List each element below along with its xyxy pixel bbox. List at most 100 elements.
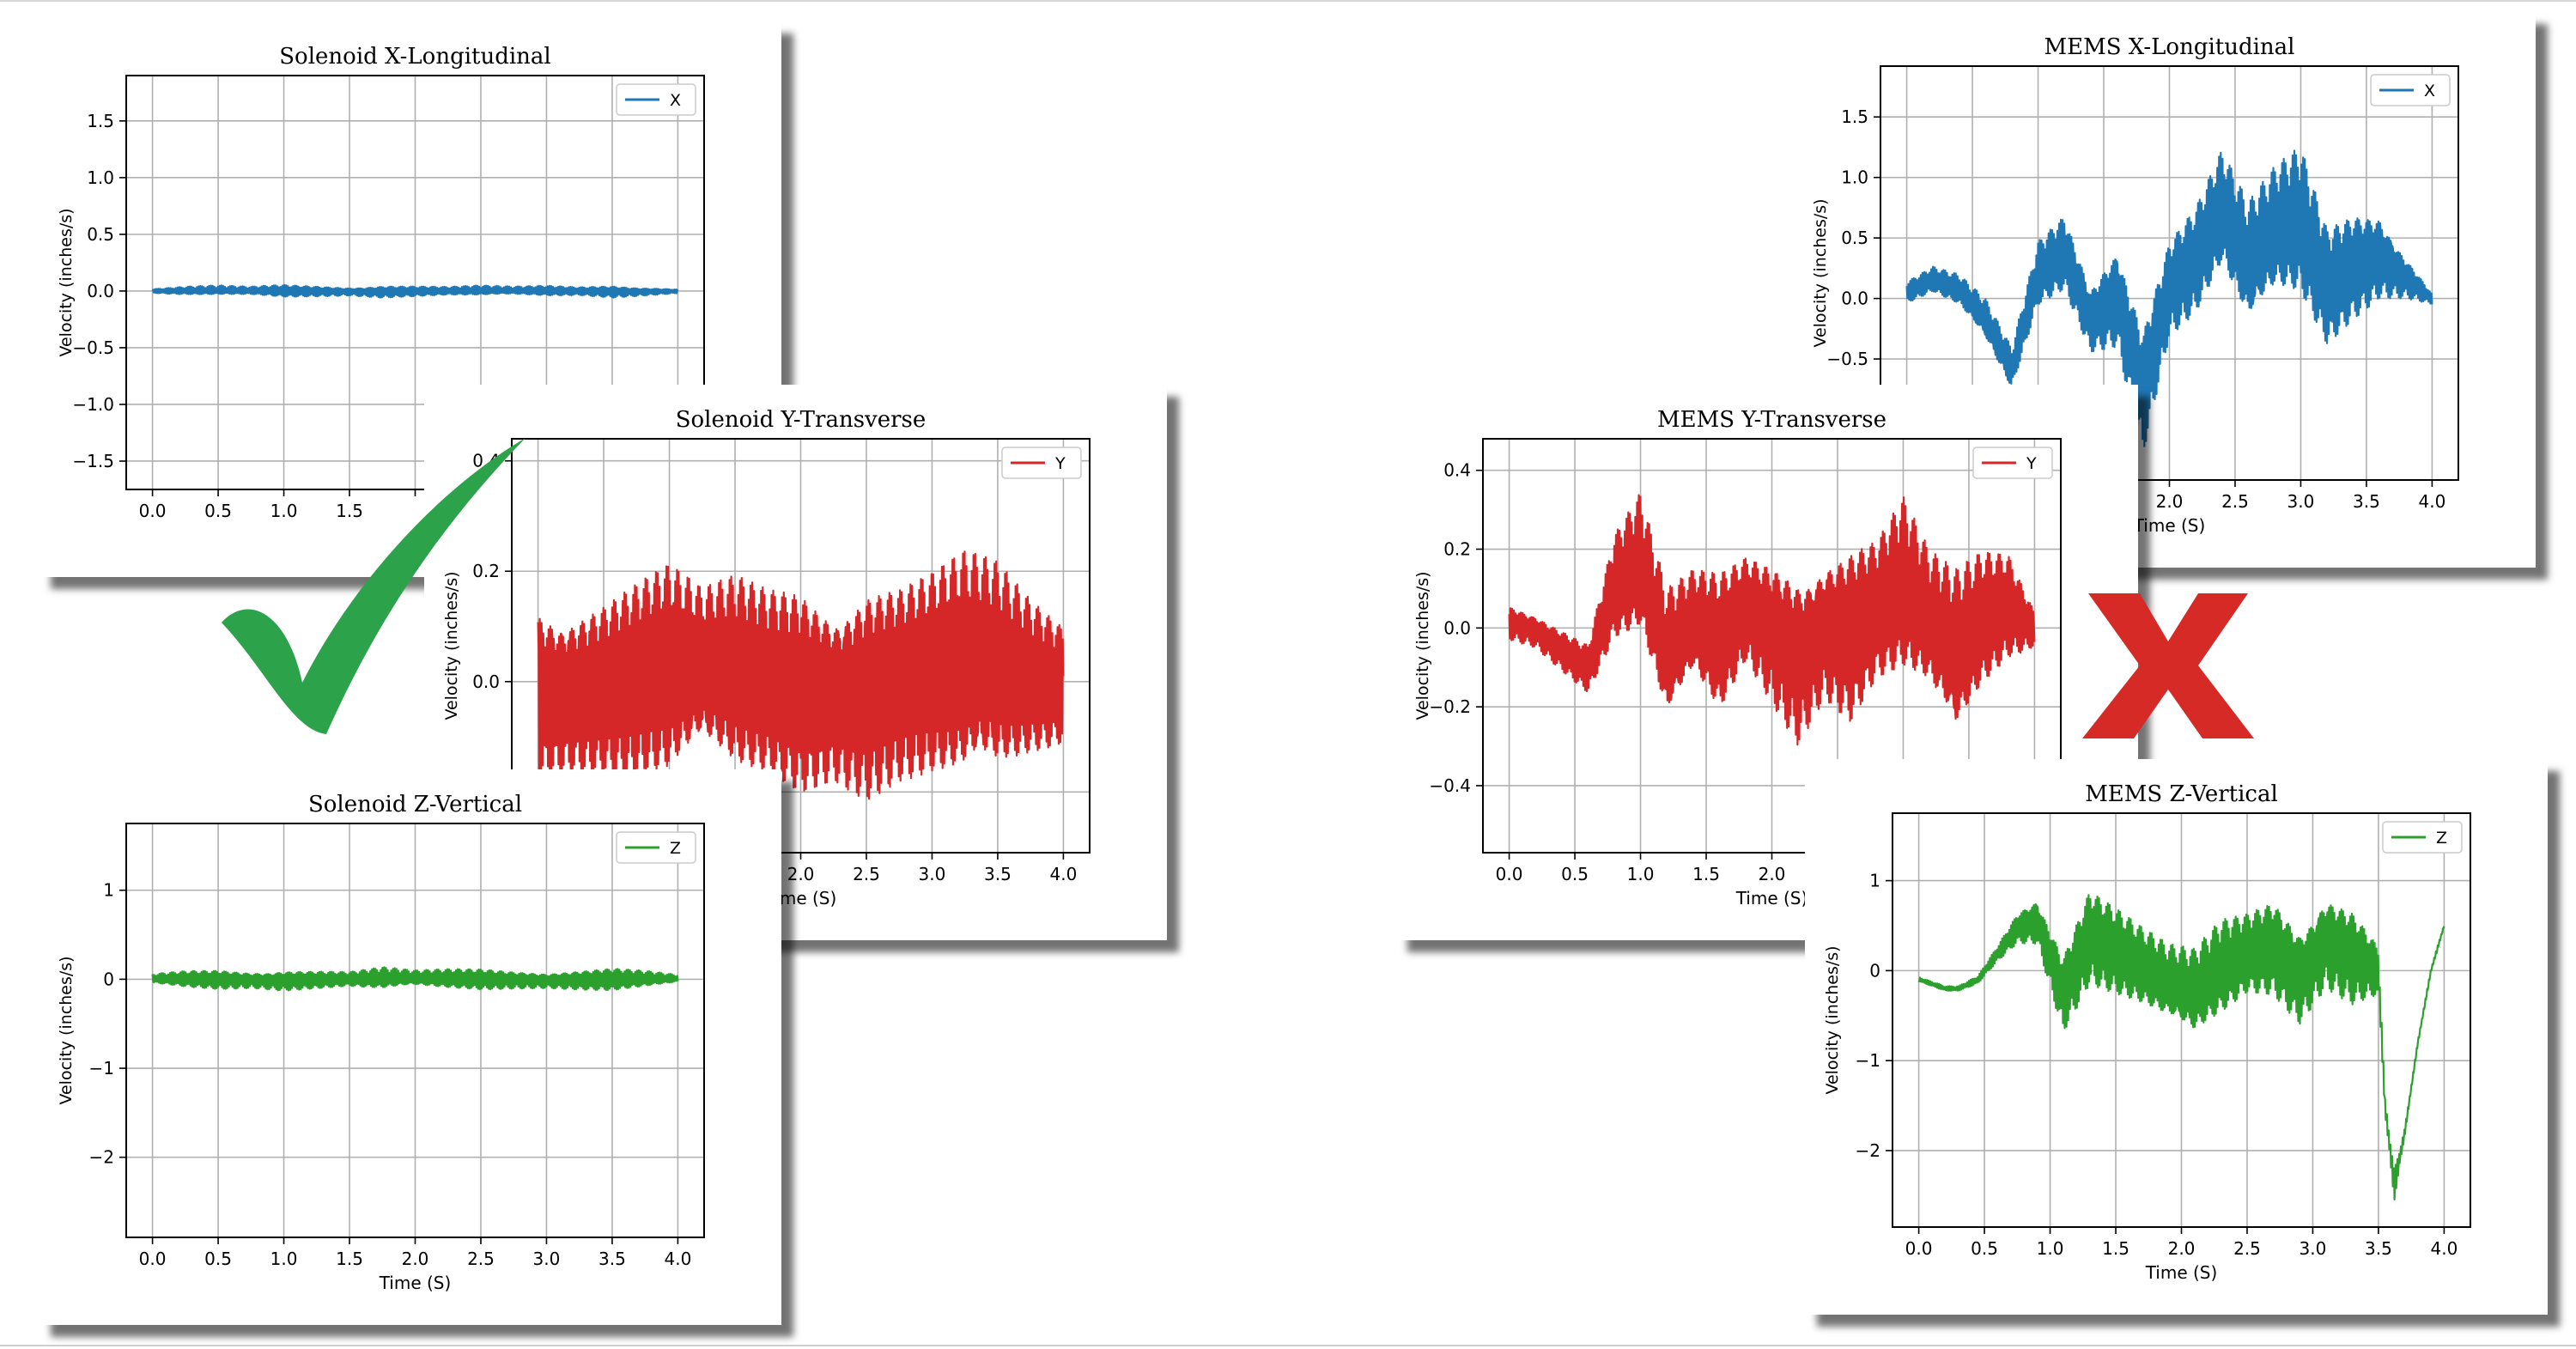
x-tick-label: 2.5: [853, 864, 880, 884]
x-tick-label: 3.0: [919, 864, 946, 884]
y-axis-label: Velocity (inches/s): [442, 571, 461, 720]
bottom-border: [0, 1345, 2576, 1346]
legend: Z: [616, 831, 696, 864]
y-axis-label: Velocity (inches/s): [1413, 571, 1432, 720]
x-axis-label: Time (S): [2133, 515, 2206, 536]
y-axis-label: Velocity (inches/s): [57, 956, 76, 1104]
chart-title: MEMS X-Longitudinal: [2044, 34, 2294, 60]
y-tick-label: 0: [103, 969, 114, 989]
y-tick-label: −1.0: [72, 394, 114, 415]
x-tick-label: 1.0: [270, 501, 298, 521]
y-tick-label: −0.4: [1429, 775, 1471, 796]
x-tick-label: 0.0: [1905, 1238, 1933, 1259]
y-tick-label: 0.5: [87, 224, 114, 245]
y-tick-label: 0.0: [87, 281, 114, 301]
y-tick-label: 0: [1869, 960, 1880, 981]
chart-title: Solenoid Z-Vertical: [308, 792, 522, 817]
x-tick-label: 2.0: [2168, 1238, 2196, 1259]
check-mark-icon: [222, 438, 526, 734]
y-tick-label: 0.0: [472, 671, 500, 692]
legend: Y: [1001, 447, 1082, 479]
legend: X: [616, 83, 696, 116]
top-border: [0, 0, 2576, 2]
chart-title: Solenoid X-Longitudinal: [279, 44, 551, 70]
y-tick-label: 0.0: [1841, 289, 1868, 309]
x-tick-label: 0.0: [139, 501, 167, 521]
x-tick-label: 1.5: [2102, 1238, 2129, 1259]
y-tick-label: 0.2: [472, 561, 500, 581]
x-tick-label: 1.0: [2037, 1238, 2064, 1259]
x-tick-label: 0.5: [204, 501, 232, 521]
legend-label: X: [670, 91, 681, 110]
x-tick-label: 2.5: [467, 1249, 495, 1269]
x-tick-label: 3.5: [598, 1249, 626, 1269]
x-tick-label: 0.0: [1496, 864, 1523, 884]
panel-mems-z: 0.0 0.5 1.0 1.5 2.0 2.5 3.0 3.5 4.0 −2 −1 0 1 MEMS Z-…: [1805, 759, 2548, 1315]
legend-label: Y: [2026, 454, 2037, 473]
x-tick-label: 1.0: [1627, 864, 1655, 884]
x-tick-label: 4.0: [665, 1249, 692, 1269]
y-tick-label: 1.0: [1841, 167, 1868, 188]
y-tick-label: 0.0: [1443, 617, 1471, 638]
y-tick-label: 0.2: [1443, 539, 1471, 560]
grid: [126, 823, 704, 1237]
x-tick-label: 4.0: [2431, 1238, 2458, 1259]
y-tick-label: −1.5: [72, 451, 114, 471]
chart-title: MEMS Y-Transverse: [1657, 407, 1886, 433]
x-tick-label: 4.0: [1050, 864, 1078, 884]
y-tick-label: −0.5: [72, 337, 114, 358]
chart-title: MEMS Z-Vertical: [2085, 781, 2278, 807]
y-tick-label: 1: [103, 880, 114, 901]
x-axis-label: Time (S): [379, 1273, 452, 1293]
x-tick-label: 0.0: [139, 1249, 167, 1269]
x-tick-label: 3.5: [2353, 491, 2380, 512]
legend-label: Z: [2436, 829, 2447, 848]
x-tick-label: 2.5: [2221, 491, 2249, 512]
x-tick-label: 0.5: [1971, 1238, 1998, 1259]
series-line-Y: [1508, 494, 2036, 746]
y-tick-label: 1: [1869, 871, 1880, 891]
x-tick-label: 2.0: [2156, 491, 2184, 512]
series-line-Z: [1917, 894, 2445, 1200]
x-tick-label: 3.0: [2300, 1238, 2327, 1259]
x-mark-icon: [2082, 593, 2254, 738]
x-tick-label: 1.5: [336, 501, 363, 521]
legend-label: X: [2424, 82, 2435, 100]
y-tick-label: 1.5: [1841, 106, 1868, 127]
x-axis-label: Time (S): [2145, 1262, 2218, 1283]
series-line-Y: [537, 550, 1065, 800]
x-tick-label: 2.0: [1759, 864, 1786, 884]
legend-label: Y: [1054, 454, 1066, 473]
x-tick-label: 1.5: [336, 1249, 363, 1269]
y-tick-label: −0.5: [1826, 349, 1868, 369]
y-tick-label: −1: [89, 1058, 114, 1079]
y-tick-label: 1.5: [87, 111, 114, 131]
x-tick-label: 3.0: [2287, 491, 2315, 512]
x-tick-label: 3.5: [2365, 1238, 2392, 1259]
y-tick-label: −2: [1856, 1140, 1880, 1161]
y-tick-label: −1: [1856, 1050, 1880, 1071]
panel-sol-x: 0.0 0.5 1.0 1.5 −1.5 −1.0 −0.5 0.0 0.5 1.0 1.5 Sole…: [39, 21, 781, 577]
legend: Y: [1972, 447, 2053, 479]
x-tick-label: 0.5: [204, 1249, 232, 1269]
chart-mems-y: 0.0 0.5 1.0 1.5 2.0 −0.4 −0.2 0.0 0.2 0.4 MEMS Y-T…: [1413, 407, 2062, 908]
y-tick-label: −0.2: [1429, 696, 1471, 717]
x-tick-label: 2.5: [2233, 1238, 2261, 1259]
chart-mems-x: 2.0 2.5 3.0 3.5 4.0 −0.5 0.0 0.5 1.0 1.5 MEMS X-Lo…: [1811, 34, 2459, 536]
y-axis-label: Velocity (inches/s): [1823, 945, 1842, 1094]
y-tick-label: 0.5: [1841, 228, 1868, 248]
x-tick-label: 0.5: [1561, 864, 1589, 884]
panel-sol-z: 0.0 0.5 1.0 1.5 2.0 2.5 3.0 3.5 4.0 −2 −1 0 1 Solenoi…: [39, 769, 781, 1325]
legend: X: [2370, 74, 2451, 106]
x-tick-label: 1.0: [270, 1249, 298, 1269]
x-tick-label: 4.0: [2419, 491, 2446, 512]
y-tick-label: 1.0: [87, 167, 114, 188]
x-tick-label: 1.5: [1692, 864, 1720, 884]
series-line-X: [151, 283, 679, 299]
chart-sol-z: 0.0 0.5 1.0 1.5 2.0 2.5 3.0 3.5 4.0 −2 −1 0 1 Solenoi…: [57, 792, 705, 1293]
x-tick-label: 2.0: [402, 1249, 429, 1269]
x-tick-label: 3.0: [533, 1249, 561, 1269]
y-axis-label: Velocity (inches/s): [57, 208, 76, 356]
x-tick-label: 2.0: [787, 864, 815, 884]
series-line-X: [1905, 149, 2433, 447]
